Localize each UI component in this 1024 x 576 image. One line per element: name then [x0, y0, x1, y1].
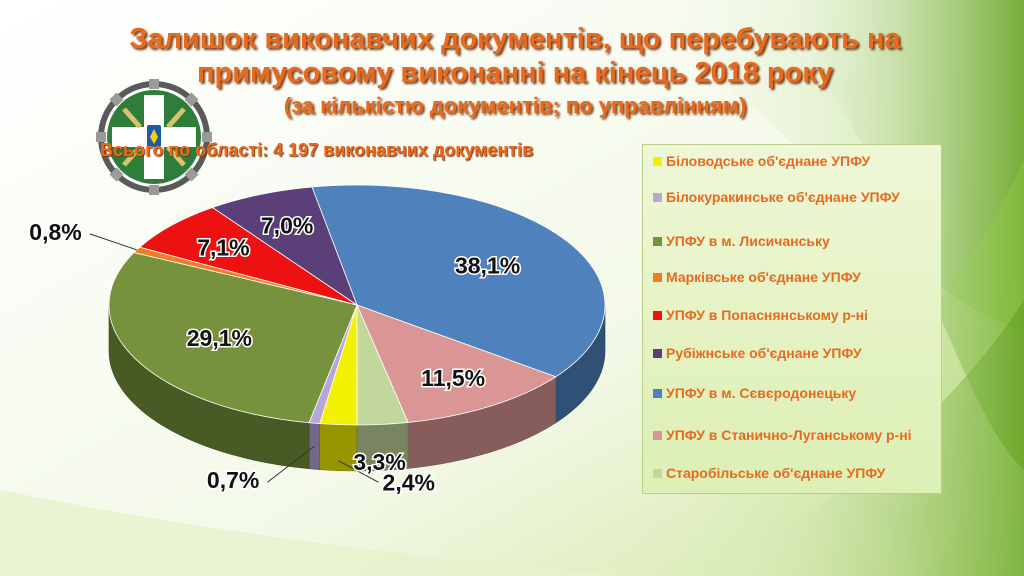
legend-label: Рубіжнське об'єднане УПФУ [666, 345, 862, 361]
legend-swatch [653, 469, 662, 478]
legend-label: Старобільське об'єднане УПФУ [666, 465, 886, 481]
data-label-3: 29,1% [187, 325, 252, 351]
title-line-2: примусовому виконанні на кінець 2018 рок… [197, 57, 833, 89]
data-label-5: 7,1% [197, 235, 249, 261]
data-label-7: 38,1% [455, 253, 520, 279]
legend-label: УПФУ в м. Лисичанську [666, 233, 830, 249]
legend-label: УПФУ в м. Сєвєродонецьку [666, 385, 857, 401]
pie-slice-7 [311, 184, 606, 378]
legend-label: УПФУ в Попаснянському р-ні [666, 307, 868, 323]
total-documents-text: Всього по області: 4 197 виконавчих доку… [100, 140, 534, 160]
legend-swatch [653, 273, 662, 282]
leader-line-1 [338, 460, 379, 483]
pie-side-2 [308, 422, 321, 470]
pie-slice-9 [356, 304, 409, 426]
data-label-4: 0,8% [29, 219, 81, 245]
pie-slice-5 [138, 207, 358, 306]
data-label-2: 0,7% [207, 467, 259, 493]
legend-swatch [653, 193, 662, 202]
pie-side-1 [319, 423, 358, 472]
legend-label: Біловодське об'єднане УПФУ [666, 153, 871, 169]
legend-swatch [653, 237, 662, 246]
legend-swatch [653, 389, 662, 398]
data-label-8: 11,5% [421, 365, 485, 391]
data-label-6: 7,0% [261, 212, 313, 238]
legend-swatch [653, 311, 662, 320]
subtitle: (за кількістю документів; по управлінням… [283, 93, 747, 118]
legend-swatch [653, 431, 662, 440]
legend-swatch [653, 157, 662, 166]
data-label-9: 3,3% [353, 449, 405, 475]
pie-slice-3 [108, 252, 358, 424]
pension-fund-emblem-icon [96, 79, 212, 195]
chart-legend: Біловодське об'єднане УПФУ Білокуракинськ… [642, 144, 942, 494]
leader-line-4 [89, 233, 137, 251]
legend-swatch [653, 349, 662, 358]
leader-line-2 [267, 445, 315, 483]
pie-slice-8 [356, 304, 557, 423]
legend-label: Марківське об'єднане УПФУ [666, 269, 861, 285]
pie-slice-6 [211, 186, 358, 307]
data-label-1: 2,4% [383, 469, 435, 495]
title-line-1: Залишок виконавчих документів, що перебу… [129, 23, 901, 55]
legend-label: УПФУ в Станично-Луганському р-ні [666, 427, 912, 443]
legend-label: Білокуракинське об'єднане УПФУ [666, 189, 900, 205]
